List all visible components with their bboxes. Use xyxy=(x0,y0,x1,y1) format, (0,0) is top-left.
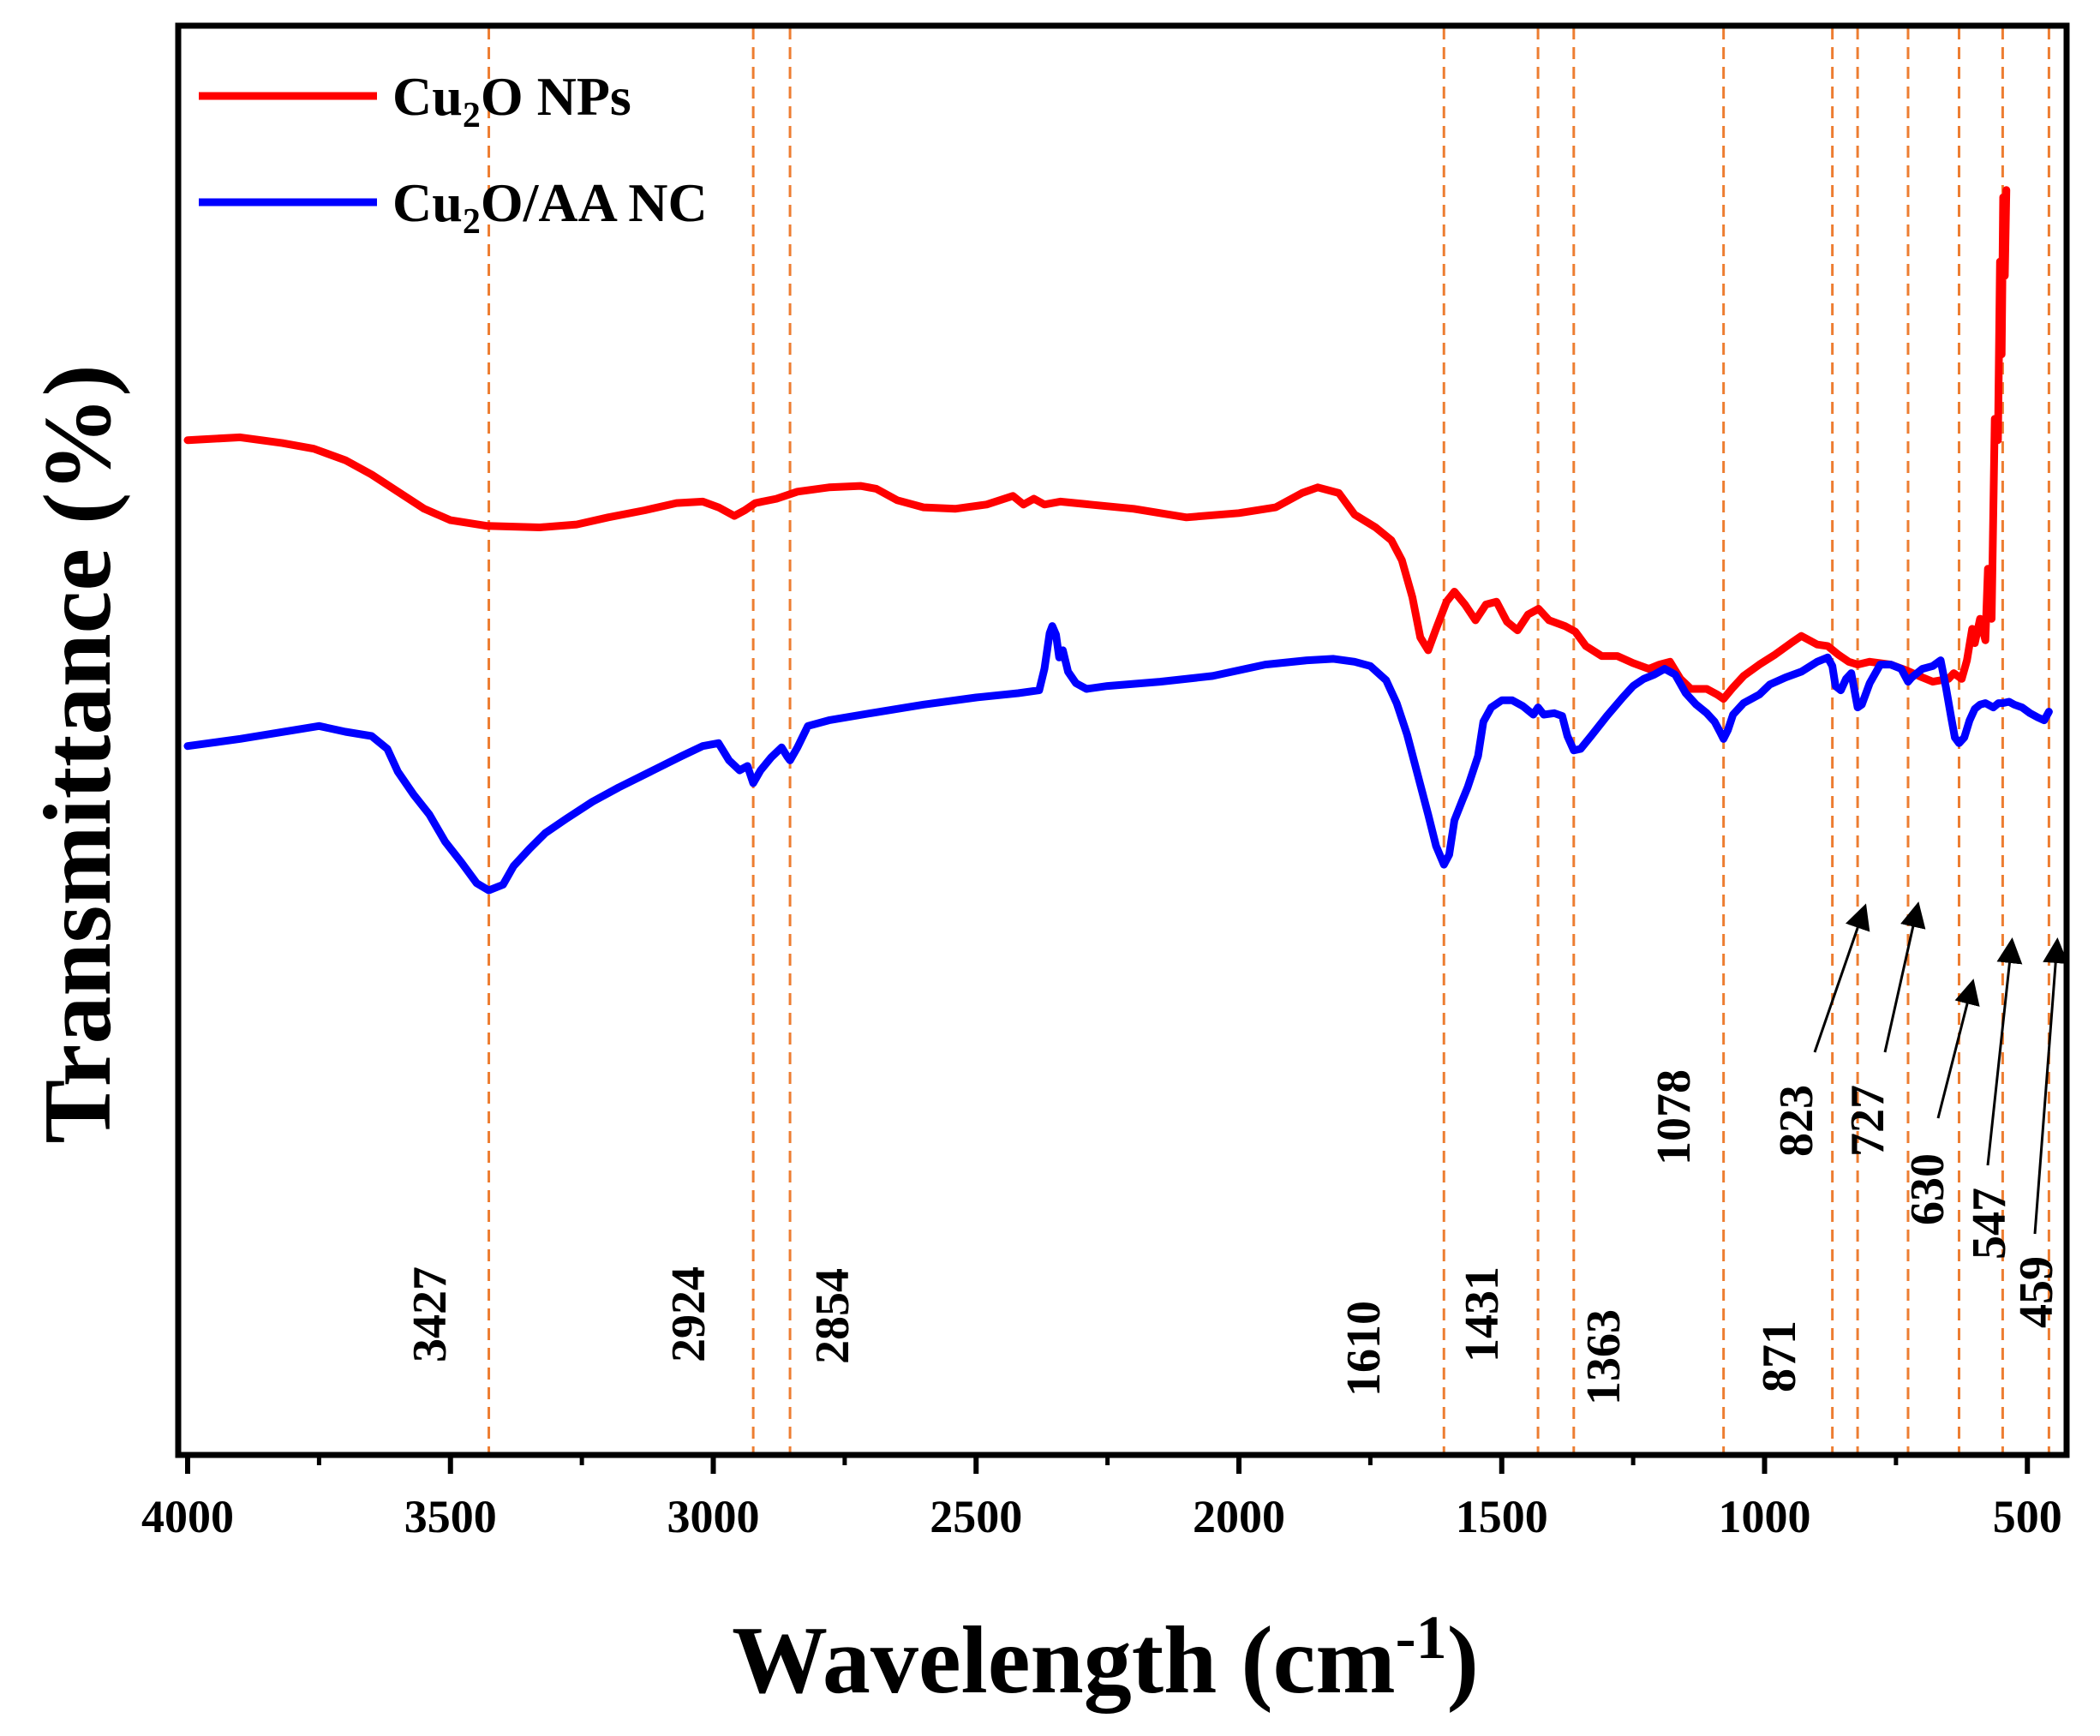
x-axis-title: Wavelength (cm-1) xyxy=(732,1603,1479,1714)
peak-label-459: 459 xyxy=(2010,1256,2063,1328)
x-tick-label: 1500 xyxy=(1456,1491,1548,1542)
peak-label-1363: 1363 xyxy=(1577,1309,1630,1405)
peak-label-1078: 1078 xyxy=(1648,1069,1701,1165)
peak-arrow-630 xyxy=(1936,979,1980,1119)
x-tick-label: 2000 xyxy=(1193,1491,1285,1542)
peak-arrow-823 xyxy=(1813,903,1870,1053)
x-axis-ticks: 4000 3500 3000 2500 2000 1500 1000 500 xyxy=(141,1455,2062,1542)
peak-label-630: 630 xyxy=(1901,1153,1954,1225)
peak-label-1431: 1431 xyxy=(1456,1266,1509,1362)
reference-lines xyxy=(488,27,2050,1453)
peak-label-1610: 1610 xyxy=(1337,1301,1391,1397)
plot-frame xyxy=(175,22,2070,1458)
x-tick-label: 500 xyxy=(1993,1491,2062,1542)
legend-label-nps: Cu2O NPs xyxy=(392,66,631,135)
peak-annotations: 3427 2924 2854 1610 1431 1363 1078 871 823 727630… xyxy=(404,901,2069,1405)
x-tick-label: 3000 xyxy=(667,1491,760,1542)
legend: Cu2O NPs Cu2O/AA NC xyxy=(199,66,708,242)
x-tick-label: 3500 xyxy=(404,1491,497,1542)
peak-label-547: 547 xyxy=(1963,1188,2016,1260)
peak-arrow-547 xyxy=(1986,937,2023,1166)
peak-label-727: 727 xyxy=(1841,1085,1894,1157)
series-line-nps xyxy=(183,186,2011,703)
peak-arrow-727 xyxy=(1883,901,1926,1053)
legend-label-nc: Cu2O/AA NC xyxy=(392,172,708,242)
x-tick-label: 2500 xyxy=(930,1491,1022,1542)
series-line-nc xyxy=(183,622,2053,895)
peak-label-871: 871 xyxy=(1753,1320,1806,1392)
peak-label-2924: 2924 xyxy=(662,1266,715,1362)
y-axis-title: Transmittance (%) xyxy=(25,364,131,1143)
peak-label-2854: 2854 xyxy=(806,1268,859,1364)
series-layer xyxy=(183,186,2053,895)
peak-arrow-459 xyxy=(2033,937,2069,1235)
peak-label-823: 823 xyxy=(1770,1085,1823,1157)
x-tick-label: 4000 xyxy=(141,1491,234,1542)
x-tick-label: 1000 xyxy=(1719,1491,1811,1542)
peak-label-3427: 3427 xyxy=(404,1266,457,1362)
